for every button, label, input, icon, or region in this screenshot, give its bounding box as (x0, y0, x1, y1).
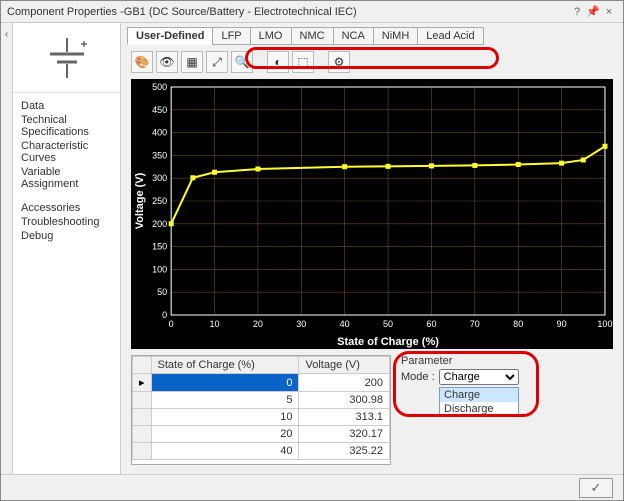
mode-dropdown-open[interactable]: ChargeDischarge (439, 387, 519, 417)
grid-icon[interactable]: ▦ (181, 51, 203, 73)
tab-lfp[interactable]: LFP (212, 27, 250, 45)
svg-text:40: 40 (340, 319, 350, 329)
column-header[interactable]: Voltage (V) (299, 357, 390, 374)
svg-text:0: 0 (162, 310, 167, 320)
table-row[interactable]: ▸0200 (133, 374, 390, 392)
chevron-left-icon: ‹ (5, 29, 8, 40)
pin-icon[interactable]: 📌 (585, 5, 601, 18)
close-icon[interactable]: × (601, 6, 617, 18)
svg-text:80: 80 (513, 319, 523, 329)
component-symbol (13, 23, 120, 93)
nav-list: DataTechnical SpecificationsCharacterist… (13, 93, 120, 249)
svg-text:50: 50 (383, 319, 393, 329)
tab-nimh[interactable]: NiMH (373, 27, 419, 45)
titlebar: Component Properties -GB1 (DC Source/Bat… (1, 1, 623, 23)
sidebar: DataTechnical SpecificationsCharacterist… (13, 23, 121, 474)
mode-option[interactable]: Charge (440, 388, 518, 402)
footer: ✓ (1, 474, 623, 500)
tab-nca[interactable]: NCA (333, 27, 374, 45)
svg-text:20: 20 (253, 319, 263, 329)
ok-button[interactable]: ✓ (579, 478, 613, 498)
column-header[interactable]: State of Charge (%) (151, 357, 299, 374)
sidebar-item[interactable]: Accessories (21, 201, 112, 215)
svg-text:30: 30 (296, 319, 306, 329)
chart-toolbar: 🎨👁▦⤢🔍 ◐⬚ ⚙ (121, 45, 623, 79)
help-icon[interactable]: ? (569, 6, 585, 18)
tabs: User-DefinedLFPLMONMCNCANiMHLead Acid (127, 27, 617, 45)
svg-text:90: 90 (557, 319, 567, 329)
dialog-window: Component Properties -GB1 (DC Source/Bat… (0, 0, 624, 501)
chart: 0 10 20 30 40 50 60 70 80 90 100 0 50 100 150 200 250 300… (131, 79, 613, 349)
tab-nmc[interactable]: NMC (291, 27, 334, 45)
svg-text:10: 10 (210, 319, 220, 329)
sidebar-item[interactable]: Characteristic Curves (21, 139, 112, 165)
mode-label: Mode : (401, 371, 435, 383)
sidebar-item[interactable]: Troubleshooting (21, 215, 112, 229)
sidebar-item[interactable]: Debug (21, 229, 112, 243)
tab-lmo[interactable]: LMO (250, 27, 292, 45)
table-row[interactable]: 5300.98 (133, 392, 390, 409)
svg-text:350: 350 (152, 150, 167, 160)
table-row[interactable]: 20320.17 (133, 426, 390, 443)
check-icon: ✓ (591, 480, 602, 496)
legend-icon[interactable]: ⬚ (292, 51, 314, 73)
mode-option[interactable]: Discharge (440, 402, 518, 416)
parameter-panel: Parameter Mode : Charge ChargeDischarge (401, 355, 613, 465)
mode-select[interactable]: Charge (439, 369, 519, 385)
svg-text:100: 100 (597, 319, 612, 329)
contrast-icon[interactable]: ◐ (267, 51, 289, 73)
svg-text:State of Charge (%): State of Charge (%) (337, 336, 439, 348)
gear-icon[interactable]: ⚙ (328, 51, 350, 73)
svg-text:450: 450 (152, 105, 167, 115)
parameter-label: Parameter (401, 355, 452, 367)
palette-icon[interactable]: 🎨 (131, 51, 153, 73)
svg-text:70: 70 (470, 319, 480, 329)
table-row[interactable]: 40325.22 (133, 443, 390, 460)
svg-text:500: 500 (152, 82, 167, 92)
sidebar-item[interactable]: Variable Assignment (21, 165, 112, 191)
sidebar-item[interactable]: Technical Specifications (21, 113, 112, 139)
svg-text:300: 300 (152, 173, 167, 183)
tab-lead-acid[interactable]: Lead Acid (417, 27, 483, 45)
svg-text:200: 200 (152, 219, 167, 229)
zoom-reset-icon[interactable]: ⤢ (206, 51, 228, 73)
svg-text:250: 250 (152, 196, 167, 206)
svg-text:150: 150 (152, 242, 167, 252)
svg-text:Voltage (V): Voltage (V) (134, 172, 146, 229)
eye-icon[interactable]: 👁 (156, 51, 178, 73)
sidebar-item[interactable]: Data (21, 99, 112, 113)
svg-text:100: 100 (152, 264, 167, 274)
collapse-strip[interactable]: ‹ (1, 23, 13, 474)
svg-text:400: 400 (152, 128, 167, 138)
svg-text:0: 0 (169, 319, 174, 329)
tab-user-defined[interactable]: User-Defined (127, 27, 213, 45)
main-panel: User-DefinedLFPLMONMCNCANiMHLead Acid 🎨👁… (121, 23, 623, 474)
svg-text:50: 50 (157, 287, 167, 297)
window-title: Component Properties -GB1 (DC Source/Bat… (7, 6, 569, 18)
zoom-in-icon[interactable]: 🔍 (231, 51, 253, 73)
svg-text:60: 60 (426, 319, 436, 329)
data-table[interactable]: State of Charge (%)Voltage (V)▸02005300.… (131, 355, 391, 465)
table-row[interactable]: 10313.1 (133, 409, 390, 426)
